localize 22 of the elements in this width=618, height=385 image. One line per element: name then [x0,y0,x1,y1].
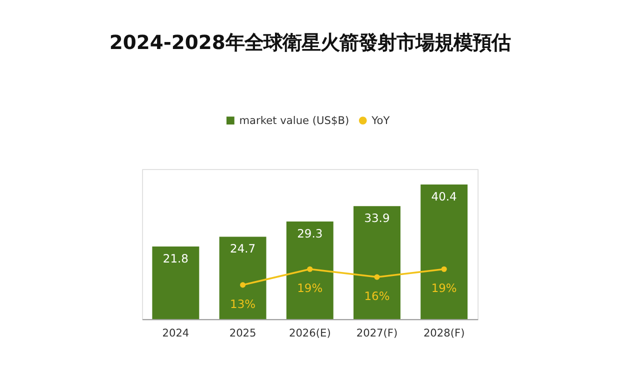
data-label: 21.8 [162,251,188,266]
bar [286,221,334,320]
x-tick-label: 2025 [229,327,256,340]
x-tick-label: 2027(F) [356,327,398,340]
data-label: 16% [364,289,390,304]
bar [353,206,400,320]
data-label: 40.4 [431,189,457,204]
x-tick-label: 2026(E) [288,327,331,340]
data-label: 19% [431,281,457,296]
legend-label: market value (US$B) [239,115,350,128]
data-label: 13% [230,296,256,311]
chart-title: 2024-2028年全球衛星火箭發射市場規模預估 [109,31,510,54]
bar [420,184,468,320]
data-label: 19% [297,281,323,296]
x-tick-label: 2024 [162,327,190,340]
bar [219,236,266,320]
legend-label: YoY [370,115,390,128]
data-label: 33.9 [364,211,390,226]
x-tick-label: 2028(F) [423,327,465,340]
data-label: 24.7 [230,242,256,256]
bar [152,246,200,320]
data-label: 29.3 [297,226,323,240]
